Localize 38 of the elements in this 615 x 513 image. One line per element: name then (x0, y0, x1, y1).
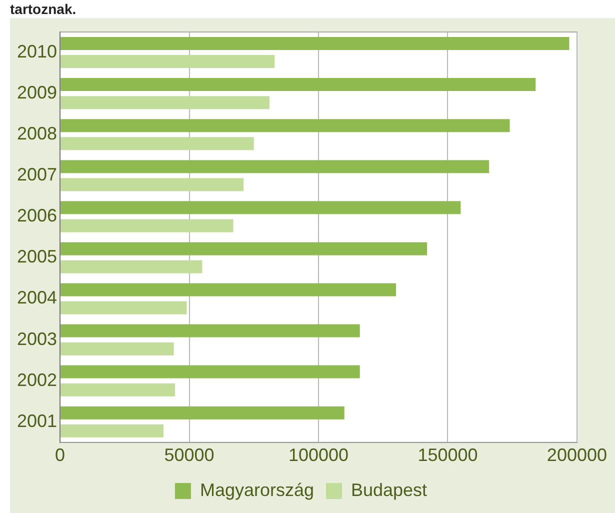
y-tick-label: 2007 (16, 164, 58, 185)
bar (60, 119, 510, 132)
bar (60, 365, 360, 378)
bar (60, 406, 344, 420)
y-tick-label: 2003 (16, 328, 58, 349)
x-tick-label: 150000 (418, 445, 478, 466)
bar (60, 137, 254, 150)
y-tick-label: 2010 (16, 41, 58, 62)
bar (60, 283, 396, 296)
y-tick-label: 2009 (16, 82, 58, 103)
y-tick-label: 2002 (16, 370, 58, 390)
x-tick-label: 0 (55, 445, 66, 466)
bar (60, 260, 202, 274)
bar (60, 78, 536, 92)
legend-label: Magyarország (200, 480, 314, 500)
bar (60, 219, 234, 232)
bar (60, 178, 244, 192)
x-tick-label: 50000 (164, 445, 214, 466)
y-tick-label: 2008 (16, 124, 58, 144)
y-tick-label: 2001 (16, 410, 58, 431)
bar (60, 383, 176, 396)
y-tick-label: 2006 (16, 206, 58, 226)
legend-label: Budapest (350, 480, 428, 500)
bar (60, 55, 275, 68)
x-tick-label: 100000 (288, 445, 349, 466)
bar (60, 424, 164, 438)
bar (60, 160, 490, 174)
bar (60, 242, 428, 256)
bar (60, 324, 360, 338)
bar (60, 342, 174, 356)
x-tick-label: 200000 (546, 445, 608, 466)
chart-title: tartoznak. (9, 0, 78, 18)
y-tick-label: 2004 (16, 288, 58, 308)
bar (60, 36, 570, 50)
y-tick-label: 2005 (16, 246, 58, 267)
bar (60, 301, 187, 314)
bar (60, 96, 270, 110)
bar (60, 201, 461, 214)
